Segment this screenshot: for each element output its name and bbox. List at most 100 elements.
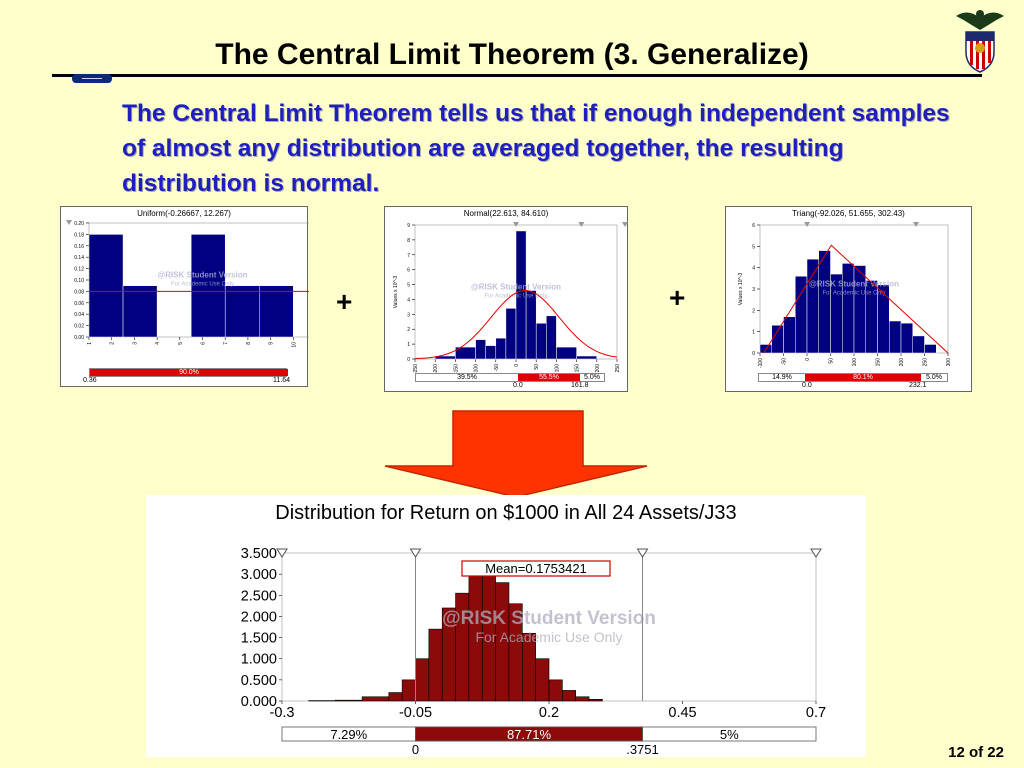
probability-middle: 80.1% [805, 374, 921, 381]
histogram-bar [495, 337, 507, 360]
histogram-bar [842, 263, 855, 354]
y-tick-label: 0.08 [74, 289, 84, 295]
slide-title: The Central Limit Theorem (3. Generalize… [215, 38, 809, 71]
histogram-bar [924, 344, 937, 354]
histogram-bar [877, 284, 890, 354]
x-tick-label: 0.2 [539, 705, 559, 721]
y-tick-label: 1.500 [241, 631, 277, 647]
x-tick-label: 100 [852, 358, 858, 367]
histogram-bar [475, 339, 486, 360]
histogram-bar [783, 316, 796, 354]
y-tick-label: 1 [752, 330, 755, 336]
mean-label-box [461, 560, 611, 577]
x-tick-label: 5 [178, 342, 184, 345]
watermark-line1: @RISK Student Version [471, 282, 561, 291]
histogram-bar [485, 345, 497, 360]
probability-right-value: 161.8 [571, 382, 589, 389]
y-tick-label: 5 [407, 283, 410, 289]
histogram-bar [556, 346, 577, 360]
y-tick-label: 3.500 [241, 546, 277, 562]
probability-left-value: 0.0 [802, 382, 812, 389]
y-tick-label: 4 [407, 297, 410, 303]
x-tick-label: -200 [433, 364, 439, 374]
x-tick-label: 200 [595, 364, 601, 373]
y-tick-label: 0.000 [241, 694, 277, 710]
chart-title: Triang(-92.026, 51.655, 302.43) [792, 209, 905, 218]
x-tick-label: 0.45 [668, 705, 696, 721]
y-tick-label: 6 [407, 268, 410, 274]
page-number: 12 of 22 [948, 744, 1004, 761]
x-tick-label: 250 [923, 358, 929, 367]
probability-middle: 87.71% [507, 727, 552, 742]
x-tick-label: 250 [615, 364, 621, 373]
y-tick-label: 5 [752, 244, 755, 250]
y-tick-label: 3 [752, 287, 755, 293]
histogram-bar [546, 315, 557, 360]
result-histogram-plot: 3.500 3.000 2.500 2.000 1.500 1.000 0.500 0.000… [241, 546, 826, 757]
plus-sign: + [336, 286, 353, 317]
x-tick-label: 150 [575, 364, 581, 373]
histogram-bar [576, 355, 598, 360]
x-tick-label: 6 [201, 342, 207, 345]
mean-label: Mean=0.1753421 [485, 561, 587, 576]
x-tick-label: -250 [413, 364, 419, 374]
x-tick-label: -150 [453, 364, 459, 374]
probability-middle-fill [415, 726, 644, 742]
x-tick-label: -100 [758, 358, 764, 368]
y-tick-label: 0.500 [241, 673, 277, 689]
right-delimiter-icon [913, 222, 920, 227]
result-distribution-panel: Distribution for Return on $1000 in All … [146, 495, 866, 757]
probability-bar: 39.5% 55.5% 5.0% [415, 373, 605, 382]
x-tick-label: 50 [534, 364, 540, 370]
probability-left-value: 0.0 [513, 382, 523, 389]
left-end-marker-icon [276, 548, 288, 558]
y-tick-label: 0.02 [74, 324, 84, 330]
normal-fit-curve [414, 290, 618, 360]
y-axis-label: Values x 10^-3 [393, 276, 399, 309]
histogram-bar [575, 696, 590, 702]
x-tick-label: 10 [291, 342, 297, 348]
uniform-histogram-panel: Uniform(-0.26667, 12.267) 0.20 0.18 0.16 0.… [60, 206, 309, 387]
x-tick-label: -50 [494, 364, 500, 371]
histogram-bar [889, 320, 902, 354]
histogram-bar [88, 234, 124, 338]
x-tick-label: 50 [829, 358, 835, 364]
watermark-line1: @RISK Student Version [809, 279, 899, 288]
probability-right: 5.0% [584, 374, 600, 381]
x-tick-label: 0 [514, 364, 520, 367]
x-tick-label: 1 [87, 342, 93, 345]
x-tick-label: 0 [805, 358, 811, 361]
right-delimiter-icon [578, 222, 585, 227]
y-tick-label: 0.12 [74, 267, 84, 273]
histogram-bar [771, 325, 784, 354]
watermark-line2: For Academic Use Only [475, 629, 622, 645]
right-delimiter-icon [622, 222, 628, 227]
y-tick-label: 2 [407, 327, 410, 333]
probability-right-value: .3751 [626, 742, 659, 757]
y-tick-label: 0.00 [74, 335, 84, 341]
watermark-line1: @RISK Student Version [157, 271, 247, 280]
x-tick-label: 8 [246, 342, 252, 345]
y-tick-label: 3.000 [241, 567, 277, 583]
probability-right-value: 232.1 [909, 382, 927, 389]
histogram-bar [361, 696, 390, 702]
theorem-statement: The Central Limit Theorem tells us that … [122, 100, 950, 197]
y-tick-label: 3 [407, 312, 410, 318]
probability-left: 7.29% [330, 727, 367, 742]
normal-histogram-panel: Normal(22.613, 84.610) 9 8 7 6 5 4 3 2 1 0 -250 -20… [384, 206, 628, 392]
x-tick-label: -100 [474, 364, 480, 374]
y-tick-label: 4 [752, 266, 755, 272]
probability-left: 39.5% [457, 374, 477, 381]
left-delimiter-icon [513, 222, 519, 227]
histogram-bar [912, 335, 925, 354]
y-tick-label: 2.000 [241, 609, 277, 625]
x-tick-label: 7 [223, 342, 229, 345]
left-delimiter-icon [409, 548, 422, 558]
probability-middle: 55.5% [518, 374, 580, 381]
x-tick-label: -0.3 [270, 705, 295, 721]
histogram-bar [535, 323, 547, 360]
uniform-histogram-plot: 0.20 0.18 0.16 0.14 0.12 0.10 0.08 0.06 0.04 0.02… [66, 220, 309, 348]
x-tick-label: -50 [782, 358, 788, 365]
